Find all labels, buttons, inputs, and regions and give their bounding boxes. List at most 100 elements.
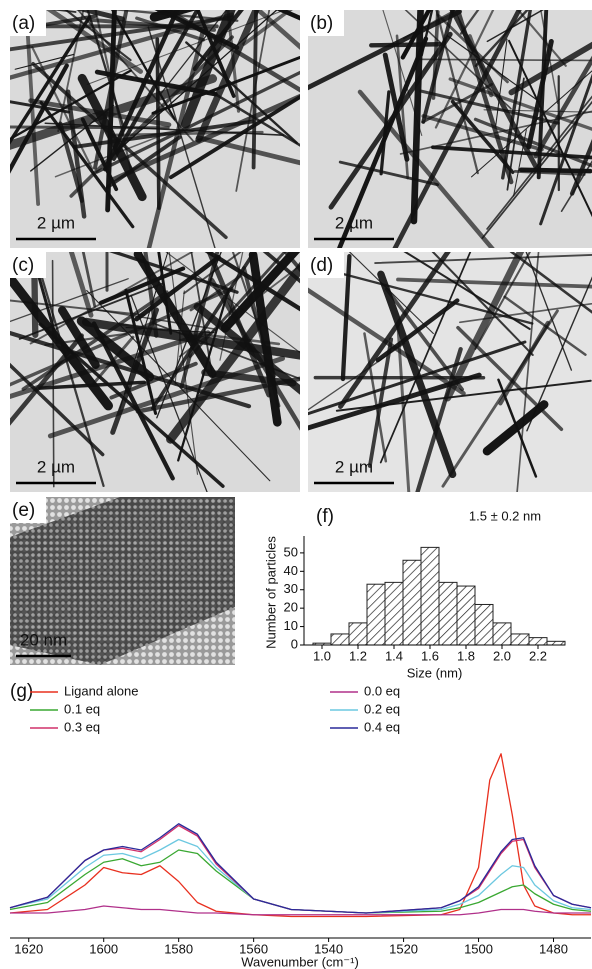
nanorod xyxy=(108,252,239,294)
spectrum-line xyxy=(9,823,592,914)
scale-bar-label: 2 µm xyxy=(335,213,373,232)
nanorod xyxy=(526,38,554,150)
histogram-bar xyxy=(384,581,404,646)
tem-image xyxy=(308,10,592,248)
nanorod xyxy=(444,252,525,402)
nanorod xyxy=(10,330,211,399)
label-box xyxy=(308,10,344,36)
nanorod xyxy=(410,10,424,225)
spectrum-line xyxy=(9,824,592,914)
panel-label: (f) xyxy=(316,506,334,527)
nanorod xyxy=(539,73,592,226)
nanorod xyxy=(415,347,463,492)
nanorod xyxy=(195,10,236,98)
nanorod xyxy=(308,10,462,91)
nanorod xyxy=(513,169,586,176)
nanorod xyxy=(81,317,300,360)
x-tick-label: 1580 xyxy=(164,941,193,956)
tem-image xyxy=(10,497,235,665)
nanorod xyxy=(308,340,527,416)
nanorod xyxy=(399,110,592,155)
legend-label: 0.3 eq xyxy=(64,719,100,734)
nanorod xyxy=(31,61,228,240)
nanorod xyxy=(10,333,84,426)
panel-label: (d) xyxy=(310,255,333,276)
nanorod xyxy=(254,10,300,50)
nanorod xyxy=(357,89,495,248)
nanorod xyxy=(14,53,75,70)
histogram-bar xyxy=(510,633,530,646)
nanorod xyxy=(338,160,439,187)
histogram-bar xyxy=(402,559,422,646)
nanorod xyxy=(163,10,300,93)
nanorod xyxy=(363,332,388,463)
histogram-bar xyxy=(348,622,368,646)
nanorod xyxy=(38,380,147,390)
histogram-bar xyxy=(330,633,350,646)
nanorod xyxy=(10,270,113,411)
nanorod xyxy=(10,74,218,150)
nanorod xyxy=(86,289,271,482)
nanowire-band xyxy=(10,497,235,665)
y-tick-label: 40 xyxy=(284,563,298,578)
x-tick-label: 1.4 xyxy=(385,648,403,663)
nanorod xyxy=(209,277,300,431)
nanorod xyxy=(91,321,175,481)
nanorod xyxy=(109,93,300,183)
nanorod xyxy=(10,330,252,409)
nanorod xyxy=(509,252,592,314)
nanorod xyxy=(147,26,216,248)
nanorod xyxy=(569,138,592,196)
nanorod xyxy=(196,135,300,166)
panel-label: (e) xyxy=(12,500,35,521)
y-tick-label: 0 xyxy=(291,636,298,651)
histogram-bar xyxy=(366,583,386,646)
histogram-bar xyxy=(474,603,494,646)
label-box xyxy=(308,252,344,278)
nanorod xyxy=(560,160,592,212)
nanorod xyxy=(474,10,529,68)
tem-image xyxy=(10,252,300,492)
nanorod xyxy=(481,100,592,239)
x-tick-label: 2.0 xyxy=(493,648,511,663)
spectrum-line xyxy=(9,753,591,918)
nanorod xyxy=(140,252,148,273)
tem-image xyxy=(308,252,592,492)
nanorod xyxy=(435,10,479,175)
nanorod xyxy=(10,69,133,141)
nanorod xyxy=(50,10,77,13)
nanorod xyxy=(308,372,482,431)
nanorod xyxy=(459,302,592,324)
nanorod xyxy=(498,320,550,406)
nanorod xyxy=(486,10,544,43)
legend-label: 0.1 eq xyxy=(64,701,100,716)
nanorod xyxy=(434,10,495,129)
nanorod xyxy=(168,94,300,180)
nanorod xyxy=(10,15,235,52)
nanorod xyxy=(166,261,300,444)
histogram-bar xyxy=(438,581,458,646)
nanorod xyxy=(10,15,92,145)
nanorod xyxy=(95,70,300,174)
nanorod xyxy=(192,10,244,72)
panel-label: (c) xyxy=(12,255,34,276)
nanorod xyxy=(93,10,129,170)
nanorod xyxy=(374,253,592,265)
nanorod xyxy=(508,41,592,96)
x-tick-label: 1.2 xyxy=(349,648,367,663)
label-box xyxy=(10,497,46,523)
y-tick-label: 10 xyxy=(284,618,298,633)
nanorod xyxy=(540,10,559,105)
y-tick-label: 20 xyxy=(284,600,298,615)
x-tick-label: 1600 xyxy=(89,941,118,956)
x-axis-label: Size (nm) xyxy=(407,665,463,680)
nanorod xyxy=(10,299,146,317)
nanorod xyxy=(81,252,97,308)
panel-label: (b) xyxy=(310,13,333,34)
nanorod xyxy=(450,99,515,175)
x-tick-label: 1560 xyxy=(239,941,268,956)
panel-label: (a) xyxy=(12,13,35,34)
nanorod xyxy=(57,306,100,369)
scale-bar-label: 20 nm xyxy=(20,630,67,649)
